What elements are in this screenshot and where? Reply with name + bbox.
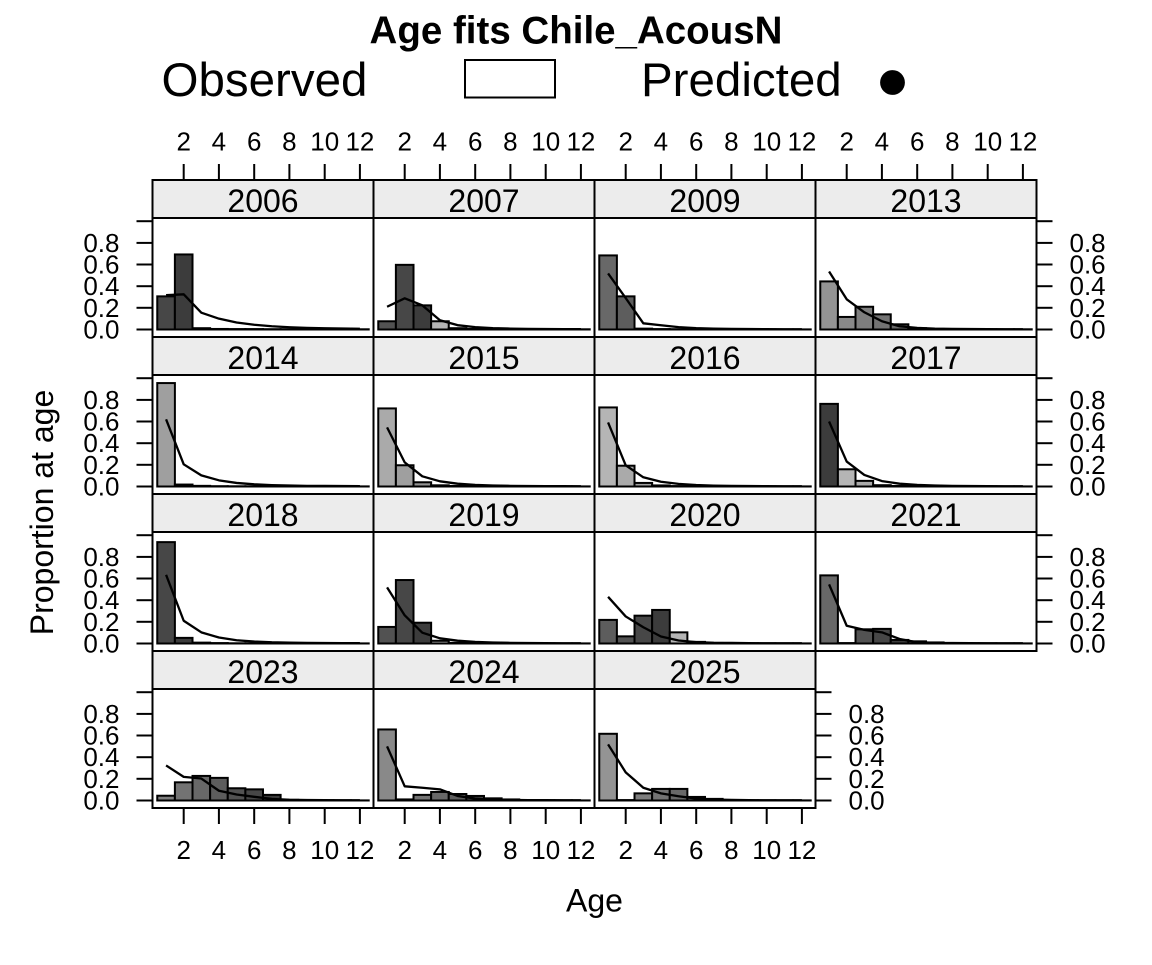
- svg-text:0.8: 0.8: [1070, 228, 1106, 258]
- svg-text:12: 12: [566, 835, 595, 865]
- svg-text:6: 6: [689, 127, 703, 157]
- svg-text:Observed: Observed: [162, 54, 368, 107]
- svg-text:2020: 2020: [669, 497, 740, 533]
- svg-text:Predicted: Predicted: [641, 54, 842, 107]
- svg-text:6: 6: [468, 835, 482, 865]
- svg-text:12: 12: [345, 835, 374, 865]
- svg-text:10: 10: [973, 127, 1002, 157]
- svg-text:10: 10: [752, 835, 781, 865]
- svg-text:Proportion at age: Proportion at age: [24, 390, 60, 636]
- svg-text:2: 2: [839, 127, 853, 157]
- svg-text:10: 10: [531, 835, 560, 865]
- svg-text:6: 6: [468, 127, 482, 157]
- svg-text:2: 2: [397, 127, 411, 157]
- svg-text:10: 10: [310, 835, 339, 865]
- svg-text:8: 8: [503, 127, 517, 157]
- svg-text:Age: Age: [566, 882, 623, 918]
- svg-text:0.8: 0.8: [83, 542, 119, 572]
- svg-text:2: 2: [176, 835, 190, 865]
- svg-text:4: 4: [654, 835, 668, 865]
- svg-text:2014: 2014: [227, 340, 298, 376]
- svg-text:12: 12: [1008, 127, 1037, 157]
- svg-text:2025: 2025: [669, 654, 740, 690]
- svg-text:8: 8: [503, 835, 517, 865]
- svg-text:6: 6: [910, 127, 924, 157]
- svg-text:2009: 2009: [669, 183, 740, 219]
- svg-text:0.8: 0.8: [83, 228, 119, 258]
- svg-text:0.8: 0.8: [849, 699, 885, 729]
- svg-text:2007: 2007: [448, 183, 519, 219]
- svg-text:0.8: 0.8: [1070, 385, 1106, 415]
- svg-text:2: 2: [176, 127, 190, 157]
- svg-text:10: 10: [531, 127, 560, 157]
- svg-text:2016: 2016: [669, 340, 740, 376]
- svg-text:10: 10: [310, 127, 339, 157]
- svg-text:8: 8: [724, 127, 738, 157]
- svg-text:2006: 2006: [227, 183, 298, 219]
- svg-text:8: 8: [724, 835, 738, 865]
- svg-text:12: 12: [787, 127, 816, 157]
- svg-text:10: 10: [752, 127, 781, 157]
- svg-text:2: 2: [397, 835, 411, 865]
- svg-text:12: 12: [566, 127, 595, 157]
- svg-text:8: 8: [282, 835, 296, 865]
- svg-text:Age fits Chile_AcousN: Age fits Chile_AcousN: [370, 9, 783, 52]
- svg-text:0.8: 0.8: [1070, 542, 1106, 572]
- svg-text:6: 6: [247, 127, 261, 157]
- svg-text:4: 4: [212, 127, 226, 157]
- svg-text:0.8: 0.8: [83, 699, 119, 729]
- svg-text:4: 4: [654, 127, 668, 157]
- svg-text:2: 2: [618, 127, 632, 157]
- svg-text:12: 12: [345, 127, 374, 157]
- svg-text:8: 8: [282, 127, 296, 157]
- svg-text:2015: 2015: [448, 340, 519, 376]
- svg-text:12: 12: [787, 835, 816, 865]
- svg-text:6: 6: [689, 835, 703, 865]
- svg-text:8: 8: [945, 127, 959, 157]
- svg-text:2023: 2023: [227, 654, 298, 690]
- svg-text:4: 4: [212, 835, 226, 865]
- svg-text:2018: 2018: [227, 497, 298, 533]
- svg-text:2024: 2024: [448, 654, 519, 690]
- svg-text:2021: 2021: [890, 497, 961, 533]
- svg-text:2017: 2017: [890, 340, 961, 376]
- svg-text:4: 4: [875, 127, 889, 157]
- svg-text:4: 4: [433, 835, 447, 865]
- svg-text:6: 6: [247, 835, 261, 865]
- svg-text:0.8: 0.8: [83, 385, 119, 415]
- svg-text:2019: 2019: [448, 497, 519, 533]
- svg-text:2013: 2013: [890, 183, 961, 219]
- svg-text:4: 4: [433, 127, 447, 157]
- svg-text:2: 2: [618, 835, 632, 865]
